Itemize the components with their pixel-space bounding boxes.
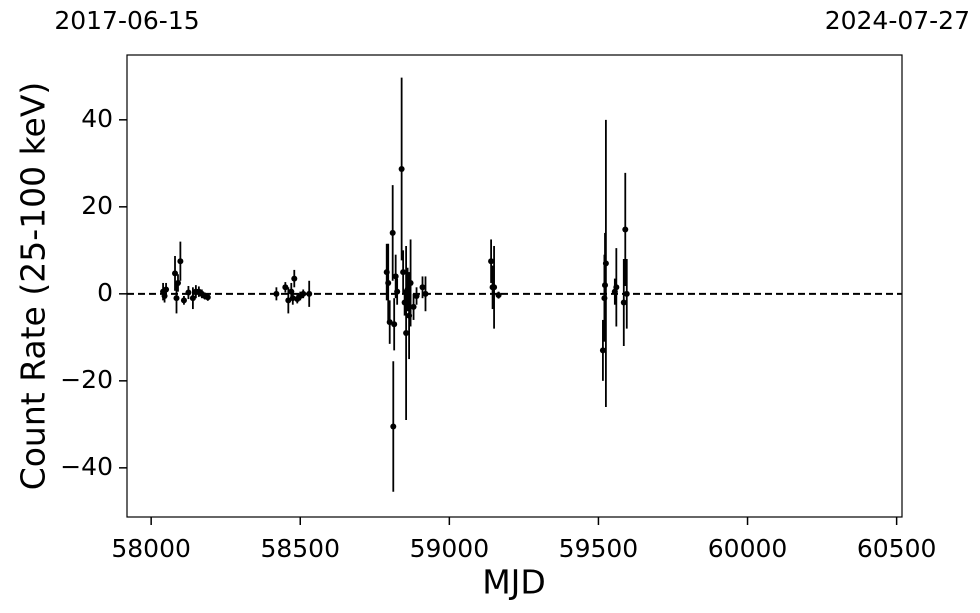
data-point bbox=[413, 293, 420, 300]
data-point bbox=[407, 279, 414, 286]
y-tick-label: −40 bbox=[60, 452, 113, 481]
data-point bbox=[391, 321, 398, 328]
data-point bbox=[306, 290, 313, 297]
data-point bbox=[400, 269, 407, 276]
x-tick-label: 59000 bbox=[410, 534, 490, 563]
data-point bbox=[389, 229, 396, 236]
y-axis-label: Count Rate (25-100 keV) bbox=[14, 82, 53, 491]
data-point bbox=[180, 297, 187, 304]
data-point bbox=[174, 279, 181, 286]
x-tick-label: 58000 bbox=[111, 534, 191, 563]
data-point bbox=[291, 275, 298, 282]
data-point bbox=[620, 299, 627, 306]
data-point bbox=[488, 258, 495, 265]
data-point bbox=[403, 329, 410, 336]
data-point bbox=[623, 290, 630, 297]
y-tick-label: 0 bbox=[97, 278, 113, 307]
data-point bbox=[385, 279, 392, 286]
top-date-label: 2017-06-15 bbox=[54, 6, 199, 35]
data-point bbox=[422, 290, 429, 297]
data-point bbox=[392, 273, 399, 280]
data-point bbox=[390, 423, 397, 430]
y-tick-label: 20 bbox=[81, 191, 113, 220]
data-point bbox=[204, 294, 211, 301]
data-point bbox=[599, 347, 606, 354]
data-point bbox=[410, 303, 417, 310]
data-point bbox=[491, 284, 498, 291]
data-point bbox=[495, 292, 502, 299]
data-point bbox=[300, 290, 307, 297]
x-tick-label: 58500 bbox=[260, 534, 340, 563]
data-point bbox=[398, 165, 405, 172]
data-point bbox=[282, 284, 289, 291]
data-point bbox=[172, 270, 179, 277]
data-point bbox=[163, 286, 170, 293]
data-point bbox=[289, 295, 296, 302]
y-tick-label: 40 bbox=[81, 104, 113, 133]
data-point bbox=[173, 295, 180, 302]
data-point bbox=[189, 295, 196, 302]
data-point bbox=[394, 288, 401, 295]
top-date-label: 2024-07-27 bbox=[825, 6, 970, 35]
x-tick-label: 60500 bbox=[857, 534, 937, 563]
data-point bbox=[177, 258, 184, 265]
data-point bbox=[185, 289, 192, 296]
data-point bbox=[273, 290, 280, 297]
y-tick-label: −20 bbox=[60, 365, 113, 394]
data-point bbox=[622, 226, 629, 233]
data-point bbox=[285, 297, 292, 304]
data-point bbox=[613, 284, 620, 291]
data-point bbox=[602, 260, 609, 267]
x-tick-label: 59500 bbox=[559, 534, 639, 563]
x-tick-label: 60000 bbox=[708, 534, 788, 563]
data-point bbox=[419, 284, 426, 291]
x-axis-label: MJD bbox=[482, 563, 546, 602]
plot-frame bbox=[126, 54, 903, 518]
data-point bbox=[386, 319, 393, 326]
